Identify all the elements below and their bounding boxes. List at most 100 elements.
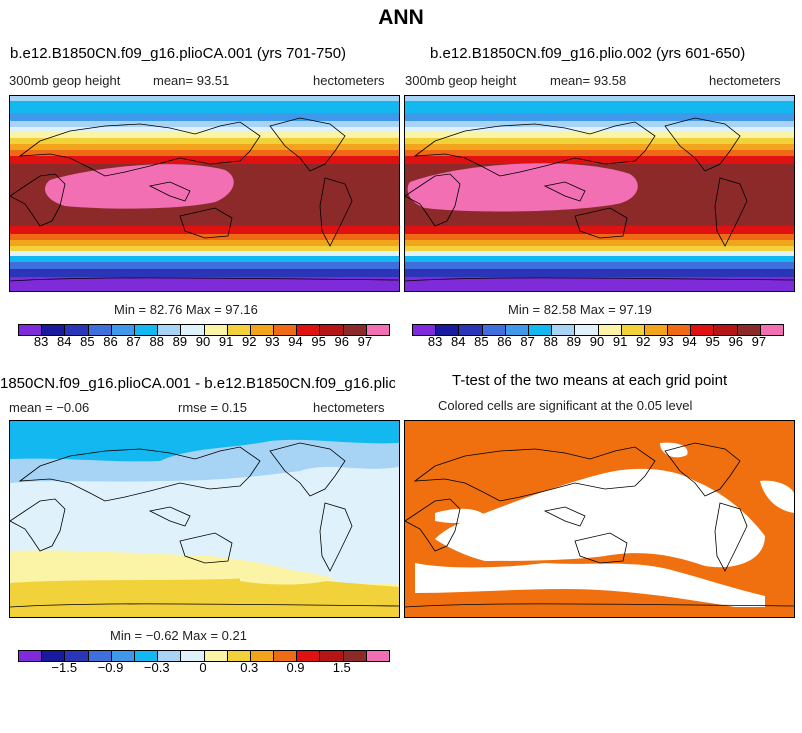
colorbar-swatch [714,325,738,335]
panel2-colorbar-labels: 83 84 85 86 87 88 89 90 91 92 93 94 95 96 97 [412,334,782,349]
panel2-mean: mean= 93.58 [550,73,627,88]
colorbar-swatch [134,325,159,335]
colorbar-tick-label: 93 [265,334,280,349]
panel3-title: 1850CN.f09_g16.plioCA.001 - b.e12.B1850C… [0,375,395,392]
colorbar-tick-label: 95 [705,334,720,349]
colorbar-swatch [227,651,251,661]
colorbar-tick-label: 94 [682,334,697,349]
colorbar-swatch [134,651,159,661]
colorbar-tick-label: 84 [57,334,72,349]
colorbar-tick-label: −0.9 [97,660,124,675]
panel1-map [9,95,400,292]
colorbar-swatch [204,651,228,661]
colorbar-swatch [297,325,321,335]
colorbar-tick-label: 86 [497,334,512,349]
colorbar-tick-label: 90 [195,334,211,349]
panel2-colorbar [412,324,784,336]
colorbar-tick-label: 84 [451,334,466,349]
colorbar-tick-label: 1.5 [332,660,351,675]
panel2-units: hectometers [709,73,781,88]
colorbar-tick-label: 92 [636,334,651,349]
panel3-map-svg [10,421,399,617]
colorbar-tick-label: 95 [311,334,326,349]
colorbar-swatch [19,325,43,335]
panel1-mean: mean= 93.51 [153,73,230,88]
colorbar-tick-label: 91 [612,334,628,349]
panel3-colorbar [18,650,390,662]
colorbar-tick-label: 97 [357,334,373,349]
colorbar-tick-label: 83 [427,334,443,349]
panel4-map-svg [405,421,794,617]
colorbar-swatch [181,651,205,661]
colorbar-swatch [181,325,205,335]
colorbar-swatch [320,325,344,335]
panel1-colorbar-labels: 83 84 85 86 87 88 89 90 91 92 93 94 95 96 97 [18,334,388,349]
colorbar-swatch [644,325,669,335]
panel1-colorbar [18,324,390,336]
colorbar-tick-label: 89 [566,334,582,349]
colorbar-swatch [111,325,135,335]
colorbar-swatch [737,325,761,335]
colorbar-tick-label: 92 [242,334,257,349]
colorbar-swatch [158,651,182,661]
colorbar-swatch [88,325,112,335]
colorbar-swatch [528,325,553,335]
colorbar-tick-label: 88 [543,334,558,349]
colorbar-tick-label: −1.5 [51,660,78,675]
colorbar-swatch [88,651,112,661]
colorbar-tick-label: 93 [659,334,674,349]
panel3-minmax: Min = −0.62 Max = 0.21 [110,628,247,643]
colorbar-swatch [691,325,715,335]
colorbar-tick-label: 0.3 [240,660,259,675]
colorbar-swatch [320,651,344,661]
colorbar-tick-label: 0.9 [286,660,305,675]
colorbar-swatch [459,325,483,335]
panel2-minmax: Min = 82.58 Max = 97.19 [508,302,652,317]
panel3-map [9,420,400,618]
colorbar-swatch [505,325,529,335]
colorbar-tick-label: 85 [80,334,95,349]
colorbar-tick-label: 87 [520,334,535,349]
colorbar-swatch [204,325,228,335]
colorbar-swatch [598,325,622,335]
colorbar-swatch [297,651,321,661]
panel3-mean: mean = −0.06 [9,400,90,415]
colorbar-swatch [413,325,437,335]
colorbar-swatch [760,325,783,335]
panel2-variable: 300mb geop height [405,73,517,88]
colorbar-tick-label: 94 [288,334,303,349]
panel4-subtitle: Colored cells are significant at the 0.0… [438,398,693,413]
panel1-map-svg [10,96,399,291]
colorbar-tick-label: 87 [126,334,141,349]
panel4-map [404,420,795,618]
colorbar-tick-label: 86 [103,334,118,349]
panel1-variable: 300mb geop height [9,73,121,88]
colorbar-swatch [575,325,599,335]
colorbar-swatch [343,651,367,661]
colorbar-tick-label: 96 [728,334,743,349]
colorbar-swatch [65,651,89,661]
panel4-title: T-test of the two means at each grid poi… [452,372,728,389]
colorbar-swatch [621,325,645,335]
colorbar-tick-label: 0 [199,660,207,675]
colorbar-tick-label: 88 [149,334,164,349]
colorbar-tick-label: 96 [334,334,349,349]
colorbar-swatch [552,325,576,335]
panel2-title: b.e12.B1850CN.f09_g16.plio.002 (yrs 601-… [430,45,746,62]
colorbar-tick-label: 97 [751,334,767,349]
colorbar-swatch [274,651,298,661]
panel1-minmax: Min = 82.76 Max = 97.16 [114,302,258,317]
colorbar-swatch [366,325,389,335]
colorbar-tick-label: 85 [474,334,489,349]
colorbar-tick-label: 90 [589,334,605,349]
panel2-map-svg [405,96,794,291]
panel3-rmse: rmse = 0.15 [178,400,248,415]
colorbar-swatch [19,651,43,661]
panel1-units: hectometers [313,73,385,88]
colorbar-swatch [42,651,66,661]
panel3-colorbar-labels: −1.5 −0.9 −0.3 0 0.3 0.9 1.5 [18,660,388,675]
colorbar-swatch [482,325,506,335]
colorbar-swatch [65,325,89,335]
colorbar-swatch [366,651,389,661]
colorbar-swatch [436,325,460,335]
